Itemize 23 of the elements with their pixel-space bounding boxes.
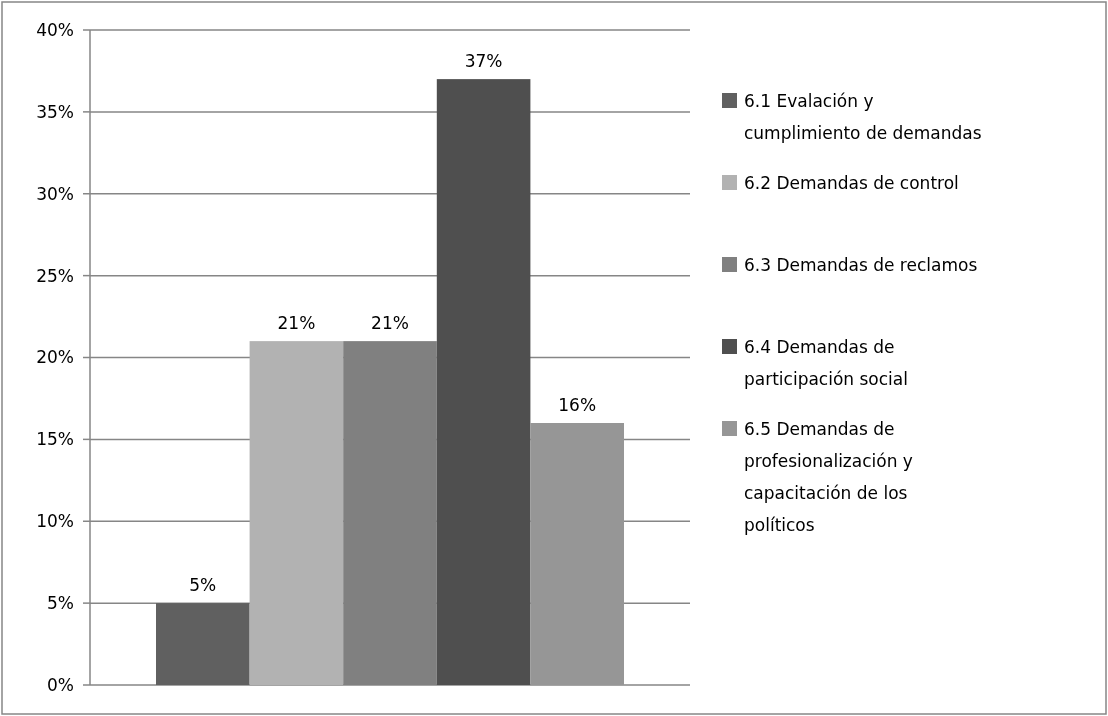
data-label: 21% — [371, 313, 409, 334]
bar — [436, 79, 531, 685]
bar — [530, 423, 624, 685]
legend-label: 6.4 Demandas de participación social — [744, 337, 908, 389]
data-label: 37% — [464, 51, 503, 72]
bar — [249, 341, 344, 685]
y-tick-label: 5% — [47, 593, 74, 614]
data-label: 5% — [189, 575, 217, 596]
data-label: 16% — [558, 395, 597, 415]
y-tick-label: 25% — [36, 265, 74, 286]
y-tick-label: 0% — [47, 674, 74, 695]
legend-label: 6.5 Demandas de profesionalización y capacitación de los políticos — [744, 419, 913, 535]
y-tick-label: 20% — [36, 347, 74, 368]
y-tick-label: 30% — [36, 183, 74, 204]
y-tick-label: 10% — [36, 511, 74, 532]
legend-label: 6.1 Evalación y cumplimiento de demandas — [744, 91, 982, 143]
y-tick-label: 35% — [36, 101, 74, 122]
legend-label: 6.3 Demandas de reclamos — [744, 255, 978, 275]
y-tick-label: 15% — [36, 429, 74, 450]
y-tick-label: 40% — [36, 19, 74, 40]
bar — [156, 603, 250, 685]
data-label: 21% — [277, 313, 316, 334]
legend-label: 6.2 Demandas de control — [744, 173, 959, 193]
